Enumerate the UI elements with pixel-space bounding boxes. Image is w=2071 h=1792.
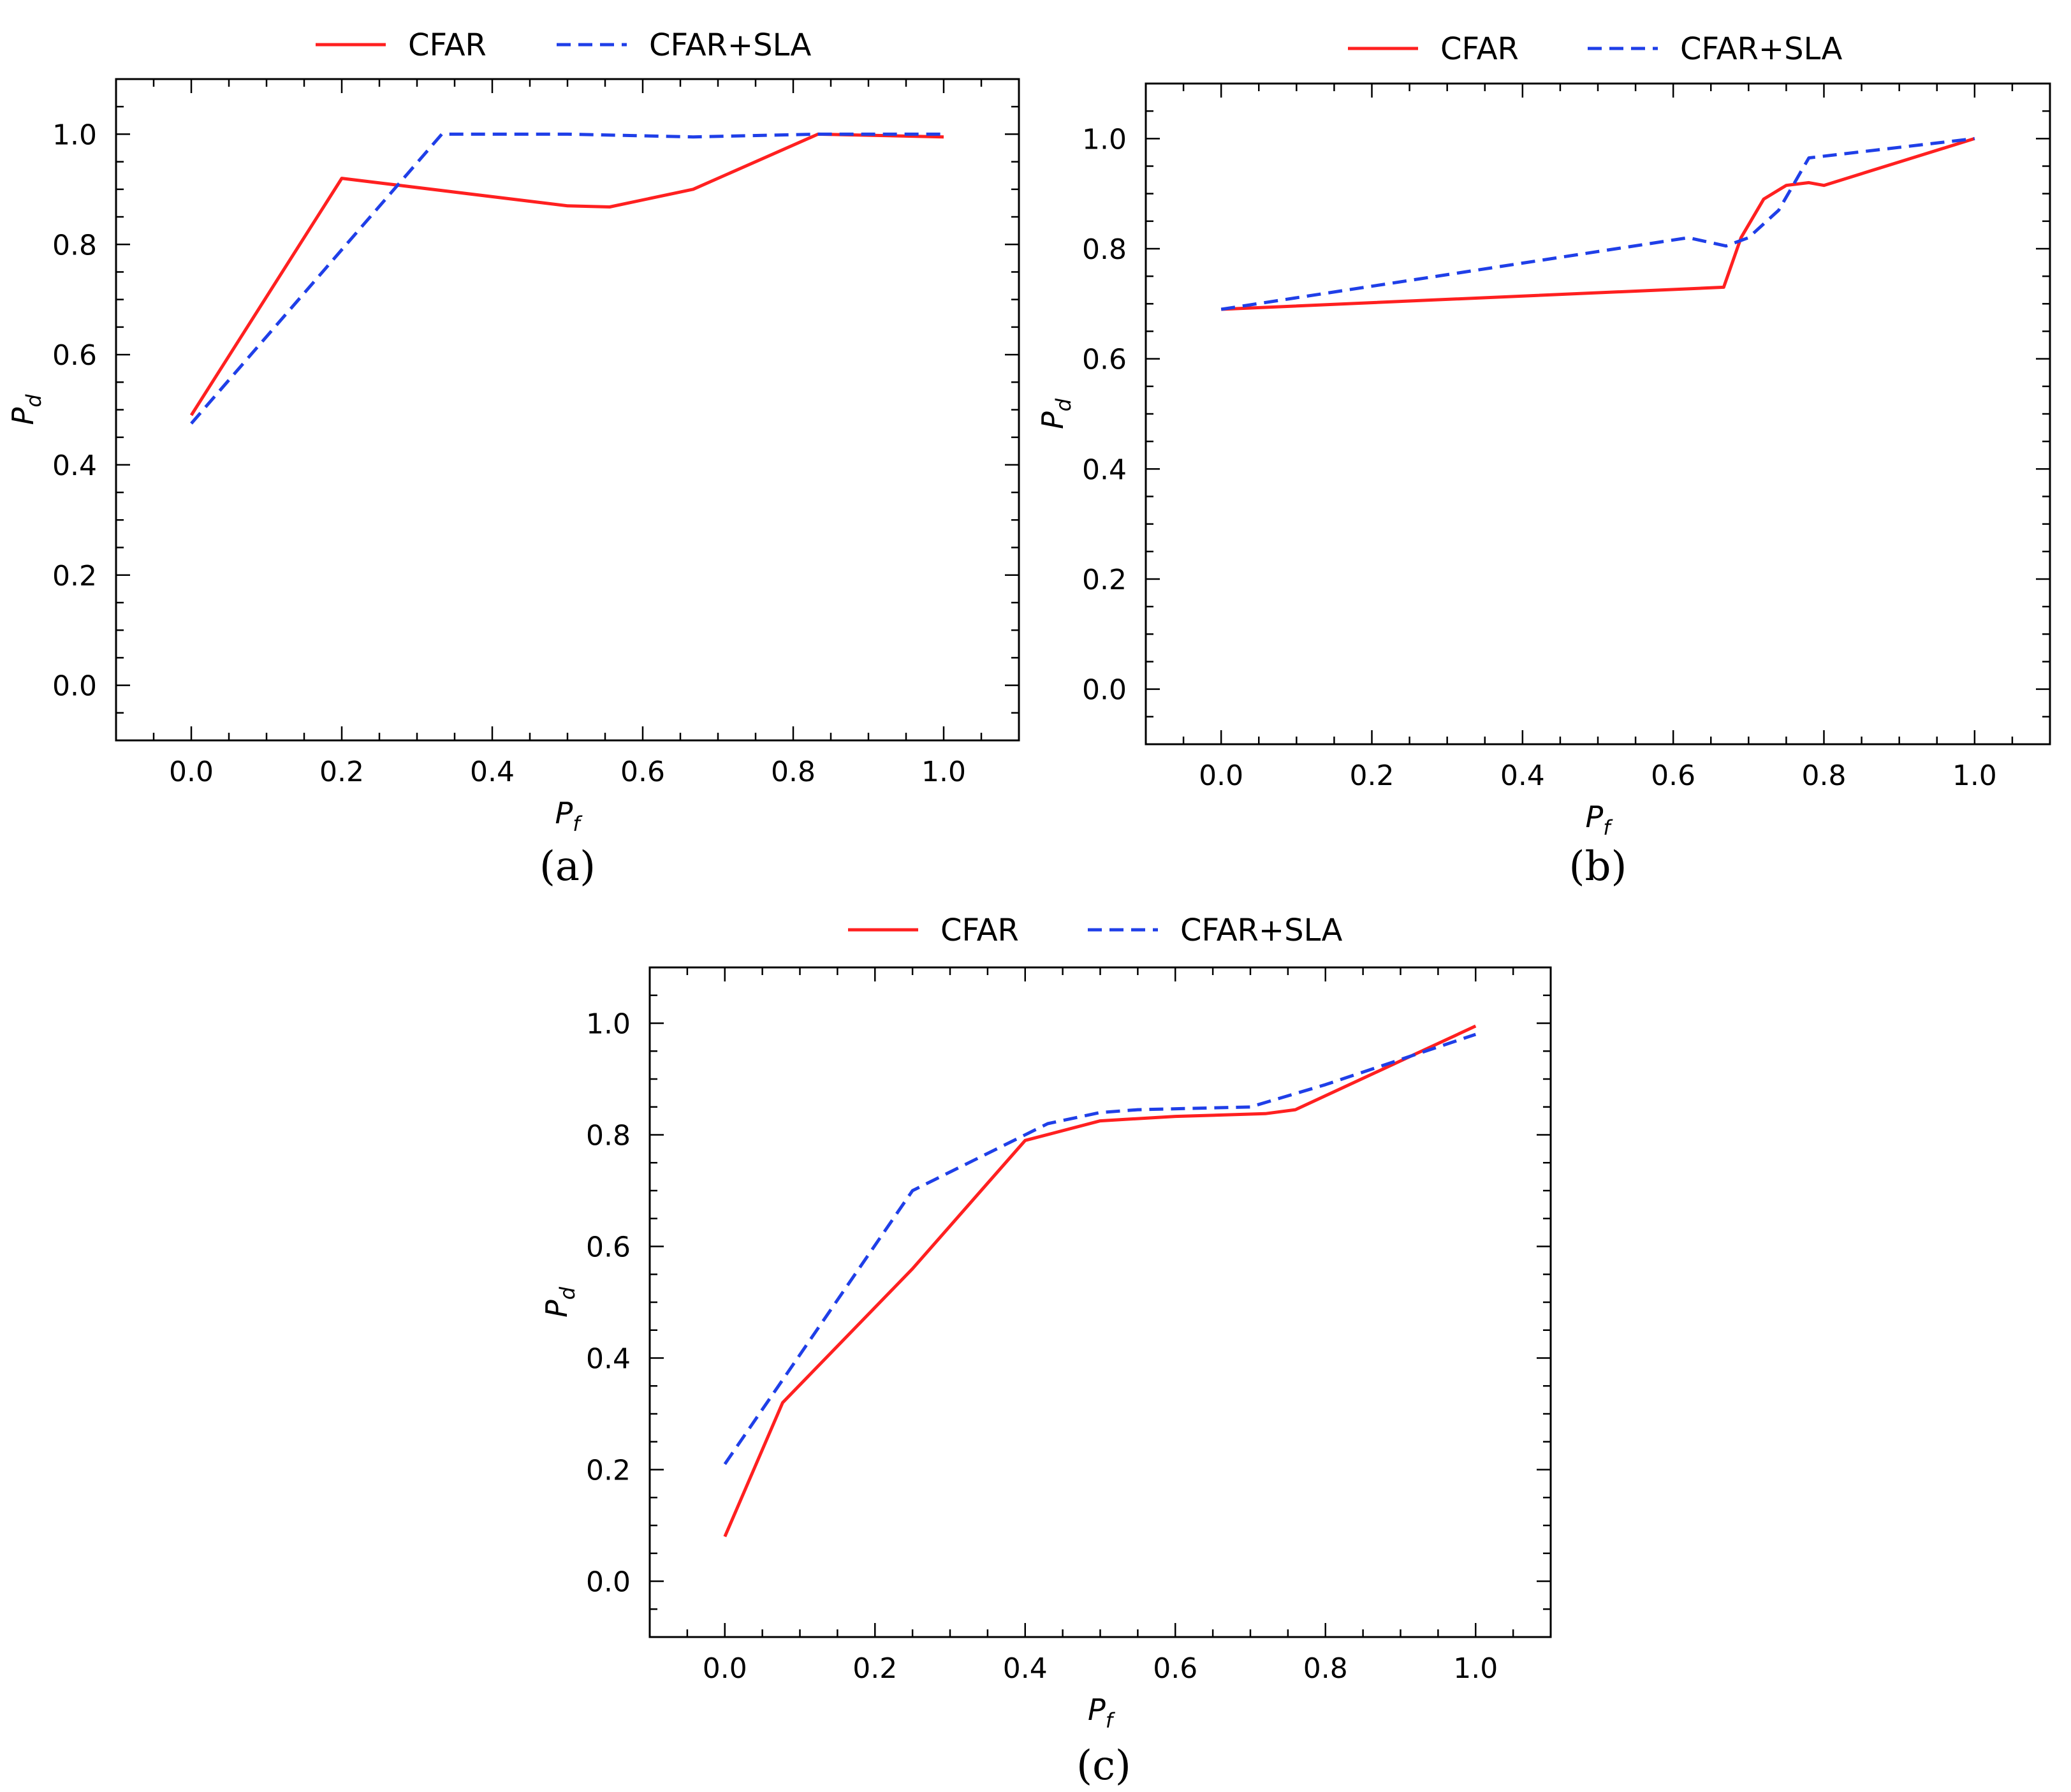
x-tick-label-a: 0.6 xyxy=(620,756,665,788)
x-tick-label-a: 0.4 xyxy=(470,756,515,788)
x-tick-label-c: 1.0 xyxy=(1453,1652,1498,1685)
series-line-cfar-sla-b xyxy=(1220,136,1975,311)
y-tick-label-c: 1.0 xyxy=(586,1008,631,1041)
series-line-cfar-a xyxy=(189,132,944,416)
y-tick-label-b: 0.6 xyxy=(1082,344,1127,376)
x-tick-label-a: 0.0 xyxy=(169,756,214,788)
x-tick-label-b: 1.0 xyxy=(1952,760,1997,792)
legend-a: CFAR CFAR+SLA xyxy=(316,27,811,63)
x-tick-label-a: 0.8 xyxy=(771,756,816,788)
x-tick-label-c: 0.6 xyxy=(1153,1652,1197,1685)
x-tick-label-c: 0.8 xyxy=(1303,1652,1348,1685)
x-axis-label-a: Pf xyxy=(555,796,583,836)
plot-frame-b xyxy=(1145,82,2051,745)
x-tick-label-b: 0.0 xyxy=(1199,760,1243,792)
plot-frame-a xyxy=(115,78,1020,742)
x-tick-label-b: 0.6 xyxy=(1651,760,1695,792)
y-tick-label-c: 0.4 xyxy=(586,1343,631,1376)
legend-label-cfar: CFAR xyxy=(1440,31,1519,67)
y-tick-label-b: 0.4 xyxy=(1082,453,1127,486)
series-line-cfar-sla-c xyxy=(723,1032,1477,1465)
y-tick-label-b: 0.2 xyxy=(1082,564,1127,596)
y-tick-label-b: 1.0 xyxy=(1082,123,1127,156)
y-tick-label-b: 0.8 xyxy=(1082,233,1127,266)
legend-label-cfar: CFAR xyxy=(940,913,1019,948)
legend-b: CFAR CFAR+SLA xyxy=(1348,31,1842,67)
y-tick-label-a: 0.4 xyxy=(52,450,97,482)
legend-label-cfar: CFAR xyxy=(408,27,487,63)
legend-c: CFAR CFAR+SLA xyxy=(848,913,1342,948)
y-tick-label-a: 1.0 xyxy=(52,119,97,151)
panel-b: 0.0 0.2 0.4 0.6 0.8 1.0 0.0 0.2 0.4 0.6 0.8 1.0 Pf Pd… xyxy=(1036,31,2051,890)
x-tick-label-c: 0.0 xyxy=(703,1652,747,1685)
x-tick-label-c: 0.2 xyxy=(853,1652,897,1685)
legend-label-cfar-sla: CFAR+SLA xyxy=(1680,31,1842,67)
y-tick-label-a: 0.0 xyxy=(52,670,97,703)
y-tick-label-a: 0.2 xyxy=(52,560,97,592)
x-tick-label-b: 0.8 xyxy=(1802,760,1847,792)
x-tick-label-c: 0.4 xyxy=(1003,1652,1048,1685)
x-tick-label-b: 0.4 xyxy=(1500,760,1545,792)
x-axis-label-c: Pf xyxy=(1088,1693,1116,1733)
plot-frame-c xyxy=(648,966,1552,1638)
legend-label-cfar-sla: CFAR+SLA xyxy=(649,27,811,63)
x-axis-label-b: Pf xyxy=(1585,800,1613,840)
x-tick-label-a: 0.2 xyxy=(319,756,364,788)
x-tick-label-b: 0.2 xyxy=(1350,760,1394,792)
series-line-cfar-c xyxy=(723,1024,1477,1538)
y-tick-label-c: 0.2 xyxy=(586,1455,631,1487)
y-tick-label-b: 0.0 xyxy=(1082,674,1127,707)
y-axis-label-a: Pd xyxy=(6,394,46,425)
legend-label-cfar-sla: CFAR+SLA xyxy=(1180,913,1342,948)
y-axis-label-b: Pd xyxy=(1036,398,1076,429)
panel-caption-c: (c) xyxy=(1076,1742,1131,1789)
y-tick-label-c: 0.8 xyxy=(586,1120,631,1152)
series-line-cfar-b xyxy=(1221,136,1975,311)
panel-a: 0.0 0.2 0.4 0.6 0.8 1.0 0.0 0.2 0.4 0.6 0.8 1.0 Pf Pd… xyxy=(6,27,1020,890)
panel-c: 0.0 0.2 0.4 0.6 0.8 1.0 0.0 0.2 0.4 0.6 0.8 1.0 Pf Pd… xyxy=(539,913,1552,1789)
y-axis-label-c: Pd xyxy=(539,1286,580,1318)
panel-caption-a: (a) xyxy=(539,843,596,890)
panel-caption-b: (b) xyxy=(1569,843,1627,890)
y-tick-label-a: 0.8 xyxy=(52,229,97,261)
y-tick-label-a: 0.6 xyxy=(52,339,97,372)
y-tick-label-c: 0.0 xyxy=(586,1566,631,1599)
x-tick-label-a: 1.0 xyxy=(921,756,966,788)
y-tick-label-c: 0.6 xyxy=(586,1231,631,1264)
series-line-cfar-sla-a xyxy=(190,132,944,425)
